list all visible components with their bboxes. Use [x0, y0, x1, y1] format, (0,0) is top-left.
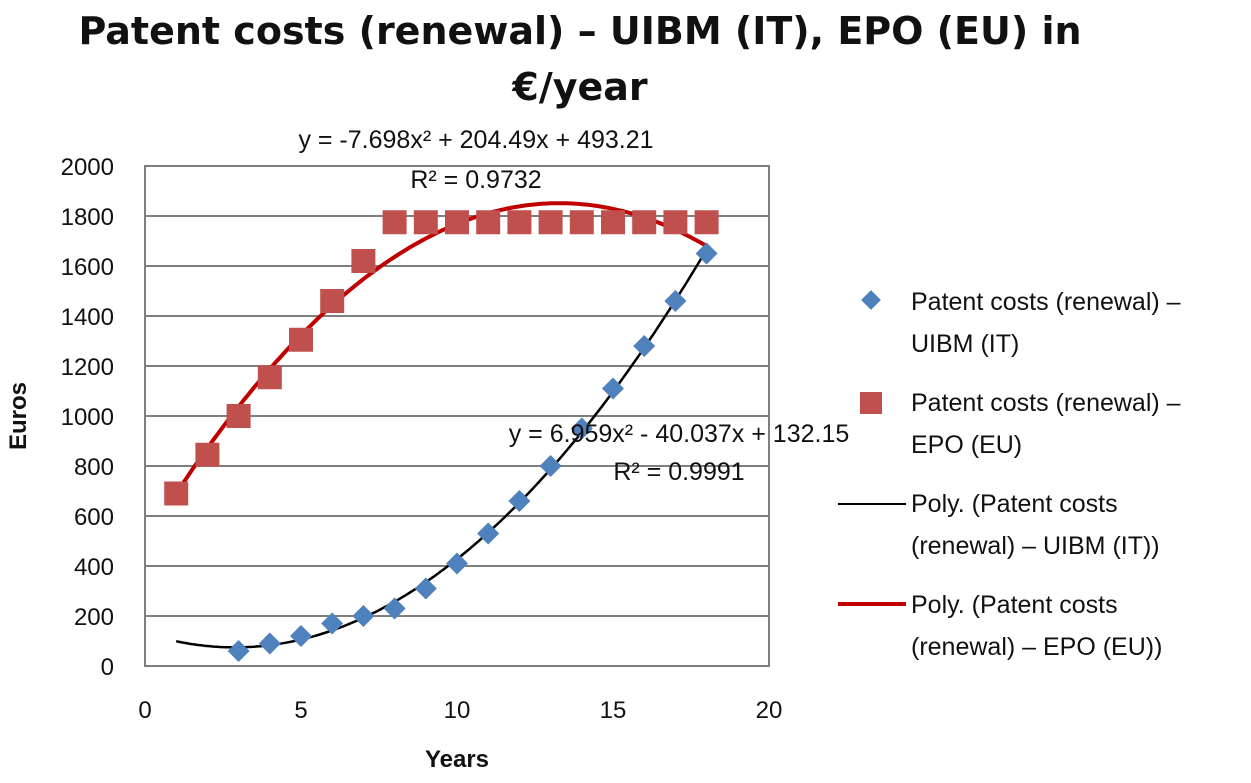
legend-label-uibm-trend-line-2: (renewal) – UIBM (IT)) — [911, 532, 1160, 560]
epo-data-point — [257, 365, 282, 390]
uibm-data-point — [383, 597, 406, 620]
y-tick-label: 1000 — [61, 404, 114, 431]
epo-data-point — [694, 210, 719, 235]
epo-data-point — [507, 210, 532, 235]
data-markers — [164, 210, 719, 662]
uibm-data-point — [664, 290, 687, 312]
y-tick-label: 600 — [74, 504, 114, 531]
epo-data-point — [320, 289, 345, 313]
uibm-trend-equation: y = 6.959x² - 40.037x + 132.15 R² = 0.99… — [509, 420, 850, 486]
epo-data-point — [445, 210, 469, 235]
epo-equation-label: y = -7.698x² + 204.49x + 493.21 — [298, 126, 653, 154]
chart-title-line-2: €/year — [511, 65, 648, 109]
epo-data-point — [226, 404, 251, 428]
x-tick-label: 5 — [294, 697, 307, 724]
epo-data-point — [632, 210, 657, 235]
epo-data-point — [601, 210, 625, 235]
legend-item-uibm-trend: Poly. (Patent costs (renewal) – UIBM (IT… — [838, 490, 1160, 560]
uibm-data-point — [446, 552, 468, 575]
epo-data-point — [195, 442, 220, 467]
legend-label-epo-line-1: Patent costs (renewal) – — [911, 389, 1181, 417]
epo-trendline — [174, 201, 708, 495]
y-tick-label: 1600 — [61, 254, 114, 281]
x-tick-label: 15 — [600, 697, 627, 724]
uibm-equation-label: y = 6.959x² - 40.037x + 132.15 — [509, 420, 850, 448]
legend-square-marker — [860, 392, 882, 414]
x-tick-label: 0 — [138, 697, 151, 724]
x-tick-label: 10 — [444, 697, 471, 724]
uibm-data-point — [321, 612, 344, 635]
uibm-data-point — [570, 417, 593, 440]
y-tick-label: 1800 — [61, 204, 114, 231]
uibm-data-point — [633, 335, 656, 357]
y-tick-label: 800 — [74, 454, 114, 481]
x-axis-ticks: 0 5 10 15 20 — [138, 697, 782, 724]
epo-trend-equation: y = -7.698x² + 204.49x + 493.21 R² = 0.9… — [298, 126, 653, 194]
y-tick-label: 400 — [74, 554, 114, 581]
uibm-data-point — [258, 632, 281, 655]
y-tick-label: 1400 — [61, 304, 114, 331]
uibm-data-point — [227, 640, 250, 662]
epo-data-point — [382, 210, 407, 235]
uibm-data-point — [508, 490, 531, 512]
uibm-data-point — [539, 455, 562, 477]
legend-label-epo-trend-line-2: (renewal) – EPO (EU)) — [911, 633, 1162, 661]
uibm-data-point — [352, 605, 375, 627]
legend-item-epo-trend: Poly. (Patent costs (renewal) – EPO (EU)… — [838, 591, 1162, 661]
legend: Patent costs (renewal) – UIBM (IT) Paten… — [838, 288, 1181, 661]
y-tick-label: 1200 — [61, 354, 114, 381]
uibm-data-point — [602, 377, 624, 400]
legend-item-epo: Patent costs (renewal) – EPO (EU) — [860, 389, 1181, 459]
y-tick-label: 2000 — [61, 154, 114, 181]
uibm-trendline — [175, 248, 708, 649]
epo-r2-label: R² = 0.9732 — [410, 166, 541, 194]
epo-data-point — [351, 249, 376, 273]
epo-data-point — [569, 210, 594, 235]
uibm-data-point — [290, 625, 312, 647]
epo-data-point — [663, 210, 688, 235]
epo-data-point — [413, 210, 438, 235]
legend-diamond-marker — [861, 290, 881, 310]
uibm-data-point — [477, 522, 500, 545]
uibm-data-point — [414, 577, 437, 600]
epo-data-point — [538, 210, 563, 235]
epo-data-point — [164, 481, 189, 506]
x-tick-label: 20 — [756, 697, 783, 724]
legend-label-uibm-line-1: Patent costs (renewal) – — [911, 288, 1181, 316]
uibm-r2-label: R² = 0.9991 — [613, 458, 744, 486]
legend-label-epo-line-2: EPO (EU) — [911, 431, 1022, 459]
y-tick-label: 200 — [74, 604, 114, 631]
legend-label-epo-trend-line-1: Poly. (Patent costs — [911, 591, 1118, 619]
plot-area — [144, 165, 770, 667]
chart-title-line-1: Patent costs (renewal) – UIBM (IT), EPO … — [78, 9, 1081, 53]
legend-label-uibm-line-2: UIBM (IT) — [911, 330, 1019, 358]
legend-label-uibm-trend-line-1: Poly. (Patent costs — [911, 490, 1118, 518]
y-axis-label: Euros — [5, 382, 32, 450]
uibm-data-point — [695, 242, 718, 265]
epo-data-point — [476, 210, 501, 235]
x-axis-label: Years — [425, 746, 489, 773]
legend-item-uibm: Patent costs (renewal) – UIBM (IT) — [861, 288, 1181, 358]
y-axis-ticks: 0 200 400 600 800 1000 1200 1400 1600 1800 2000 — [61, 154, 114, 681]
y-tick-label: 0 — [101, 654, 114, 681]
epo-data-point — [289, 327, 313, 352]
